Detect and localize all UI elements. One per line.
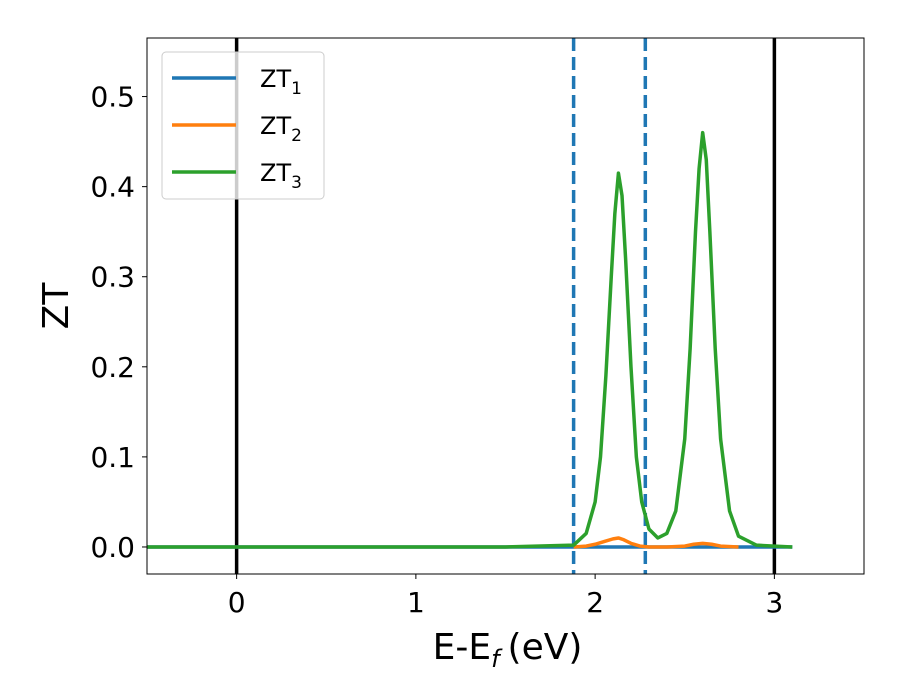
axis-ticks: 0 1 2 3 0.0 0.1 0.2 0.3 0.4 0.5 [90,81,783,619]
y-tick-label: 0.4 [90,171,135,204]
legend-box [161,51,325,200]
legend-label-zt3: ZT3 [260,159,302,193]
y-tick-label: 0.1 [90,441,135,474]
x-axis-label-main: E-E [433,627,491,668]
legend-label-main: ZT [260,112,291,140]
legend-label-subscript: 3 [291,173,302,193]
y-tick-label: 0.5 [90,81,135,114]
x-tick-label: 2 [586,586,604,619]
x-axis-label: E-Ef (eV) [433,627,583,673]
x-tick-label: 0 [228,586,246,619]
x-tick-label: 3 [765,586,783,619]
legend-label-main: ZT [260,159,291,187]
y-tick-label: 0.0 [90,531,135,564]
legend-label-main: ZT [260,65,291,93]
legend-label-subscript: 1 [291,79,302,99]
series-line-zt3 [147,130,793,549]
y-axis-label: ZT [36,282,77,330]
y-tick-label: 0.3 [90,261,135,294]
plot-frame [146,37,865,575]
x-axis-label-unit: (eV) [508,627,583,668]
legend-label-subscript: 2 [291,126,302,146]
x-tick-label: 1 [407,586,425,619]
legend-label-zt2: ZT2 [260,112,302,146]
series-line-zt2 [573,536,739,549]
y-tick-label: 0.2 [90,351,135,384]
legend-label-zt1: ZT1 [260,65,302,99]
